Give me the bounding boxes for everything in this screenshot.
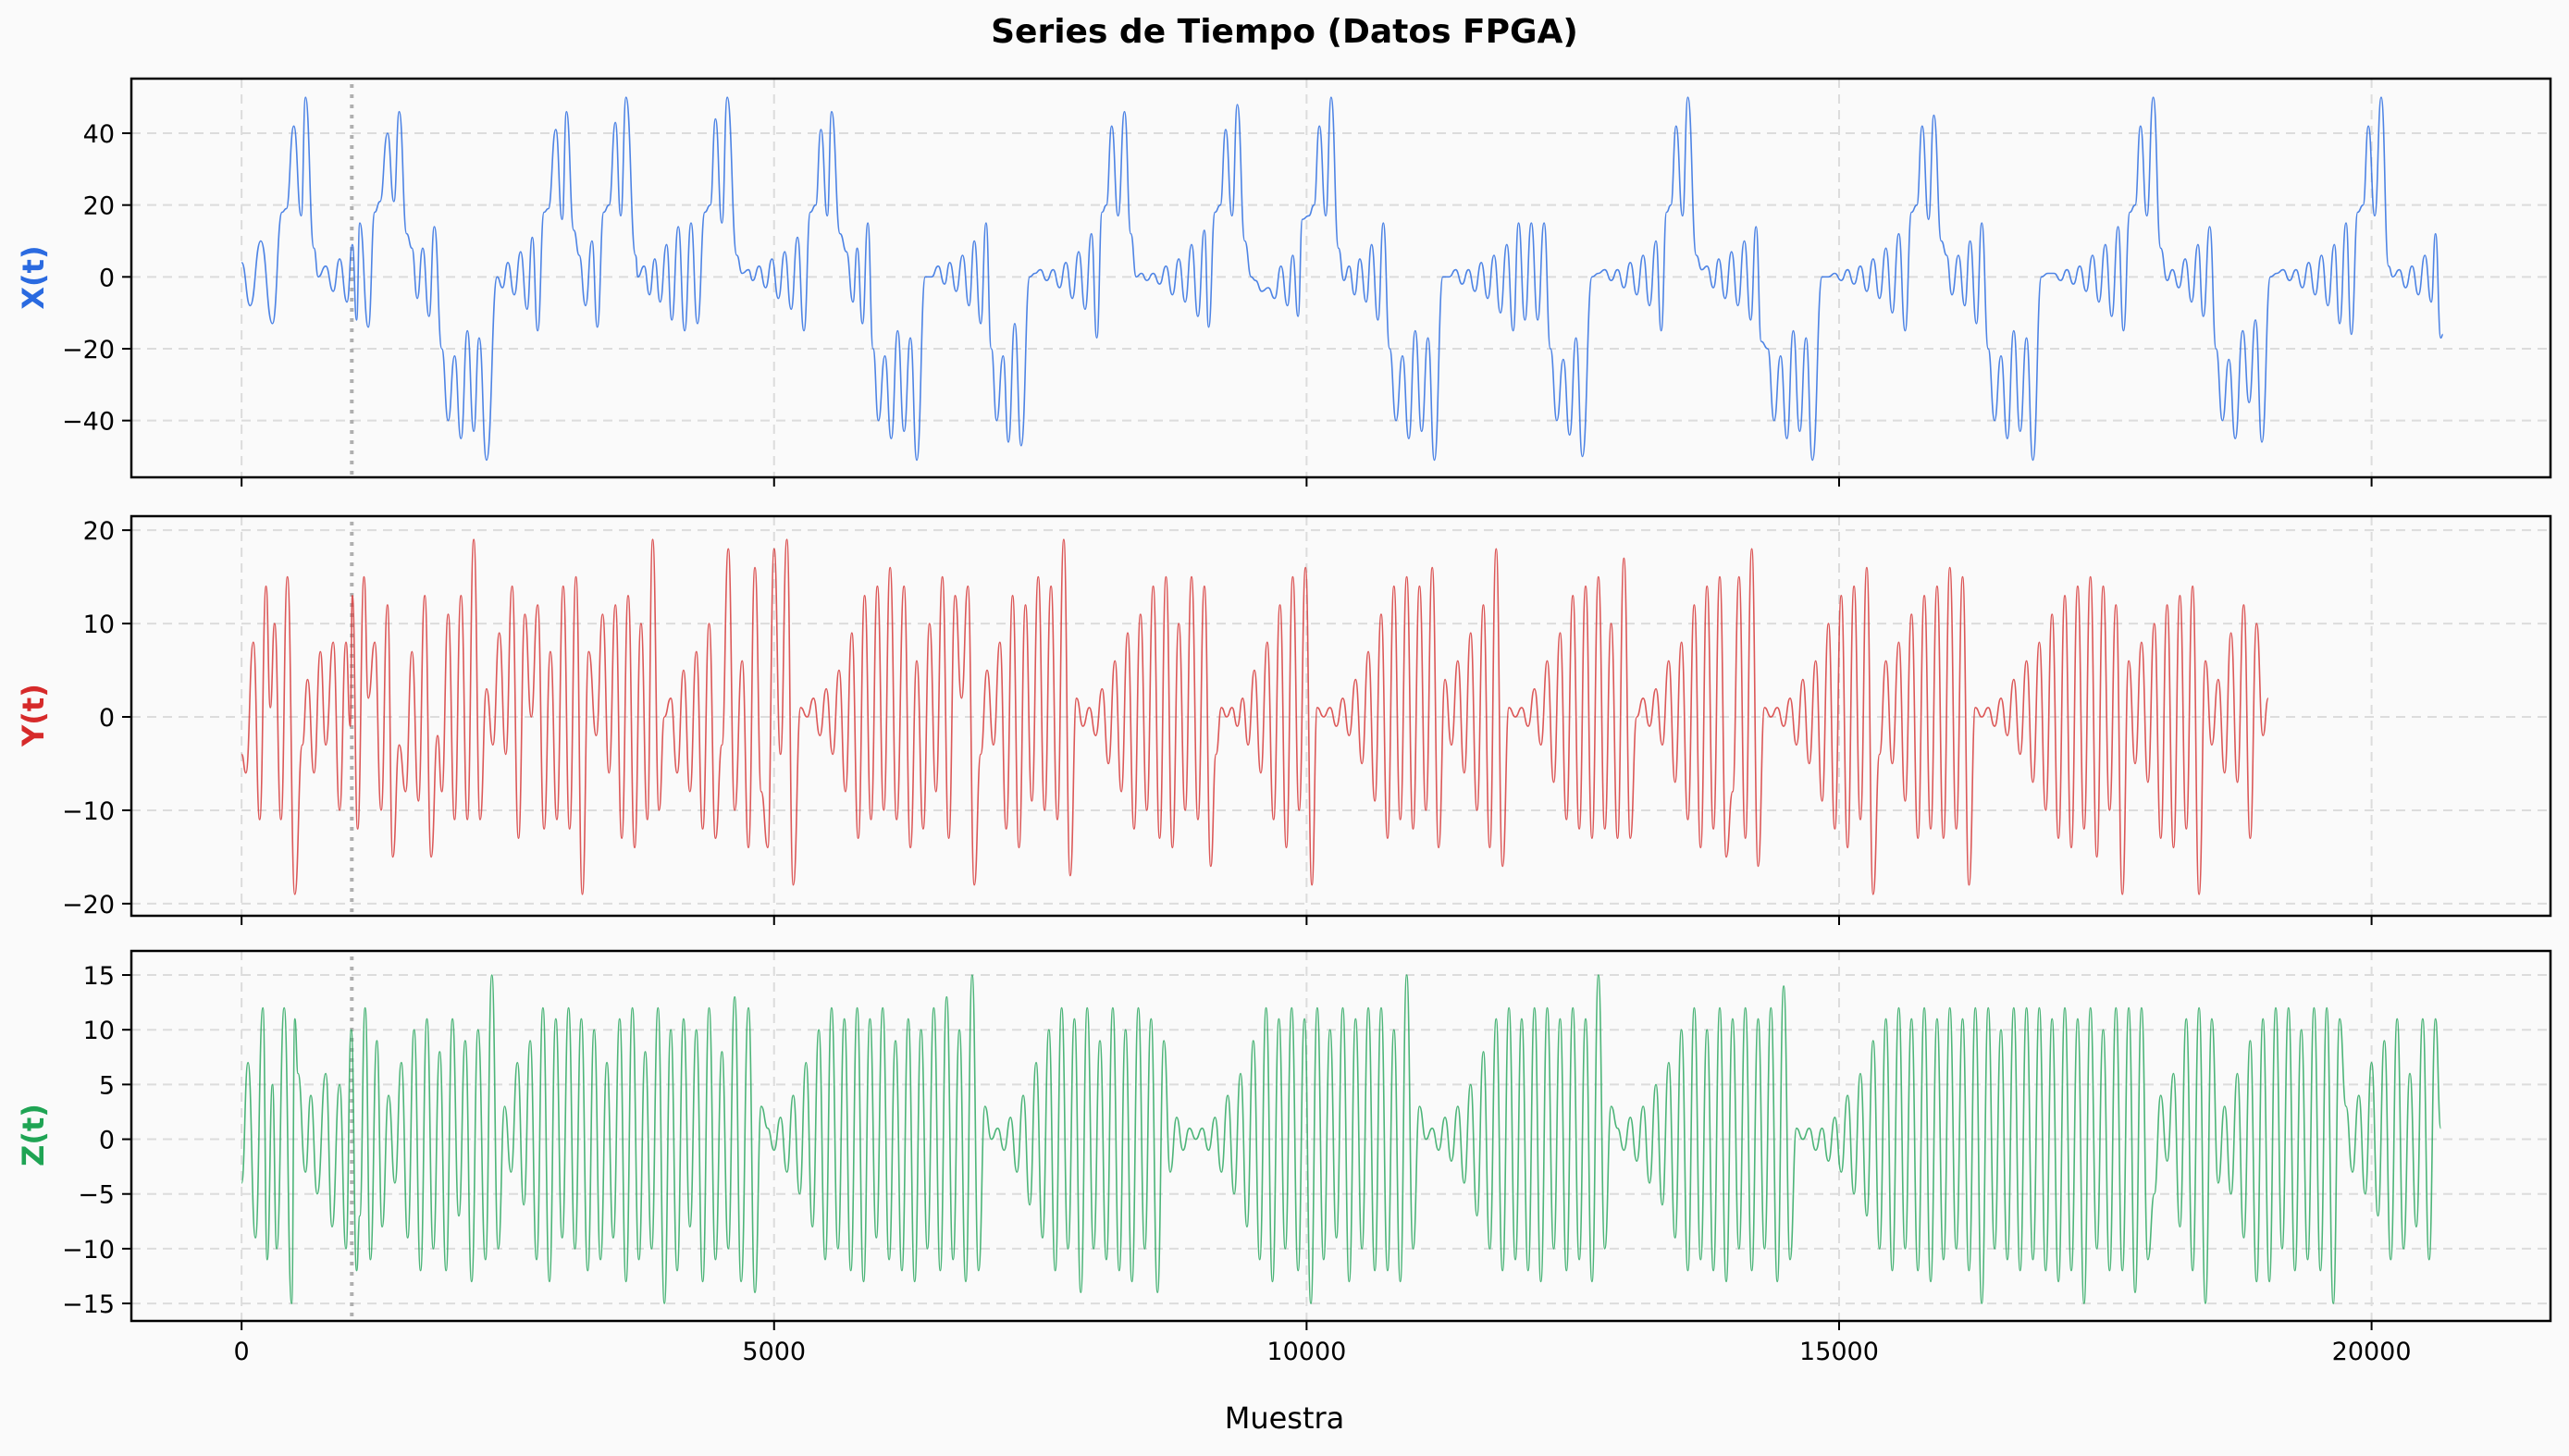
panel-z: −15 −10 −5 0 5 10 15 0 5000 10000 15000 20000 — [62, 949, 2552, 1366]
figure-title: Series de Tiempo (Datos FPGA) — [991, 13, 1578, 51]
axes-frame — [130, 77, 2552, 479]
y-tick-label: 40 — [83, 120, 115, 149]
panel-x: −40 −20 0 20 40 — [62, 77, 2552, 487]
y-tick-label: −10 — [62, 1236, 115, 1265]
y-tick-label: −20 — [62, 336, 115, 364]
y-tick-label: −40 — [62, 408, 115, 437]
y-tick-label: 0 — [99, 264, 115, 292]
plot-area — [131, 951, 2550, 1321]
y-tick-label: 20 — [83, 192, 115, 221]
x-tick-label: 0 — [234, 1338, 250, 1366]
y-tick-label: −10 — [62, 797, 115, 826]
y-tick-label: 10 — [83, 611, 115, 639]
y-tick-label: 0 — [99, 704, 115, 733]
series-line — [241, 96, 2444, 462]
x-axis-label: Muestra — [1224, 1400, 1345, 1436]
series-line — [241, 974, 2442, 1304]
y-tick-label: −5 — [78, 1181, 115, 1210]
y-tick-label: 0 — [99, 1127, 115, 1155]
axes-frame — [130, 514, 2552, 918]
y-tick-label: 10 — [83, 1017, 115, 1045]
x-tick-label: 5000 — [742, 1338, 806, 1366]
x-tick-label: 15000 — [1799, 1338, 1879, 1366]
y-tick-label: 15 — [83, 962, 115, 991]
series-line — [241, 538, 2269, 895]
plot-area — [131, 516, 2550, 916]
y-tick-label: −20 — [62, 891, 115, 919]
x-tick-label: 10000 — [1266, 1338, 1346, 1366]
y-tick-label: 5 — [99, 1071, 115, 1100]
x-tick-label: 20000 — [2332, 1338, 2412, 1366]
y-tick-label: 20 — [83, 517, 115, 546]
axes-frame — [130, 949, 2552, 1323]
panel-y: −20 −10 0 10 20 — [62, 514, 2552, 925]
y-tick-label: −15 — [62, 1290, 115, 1319]
